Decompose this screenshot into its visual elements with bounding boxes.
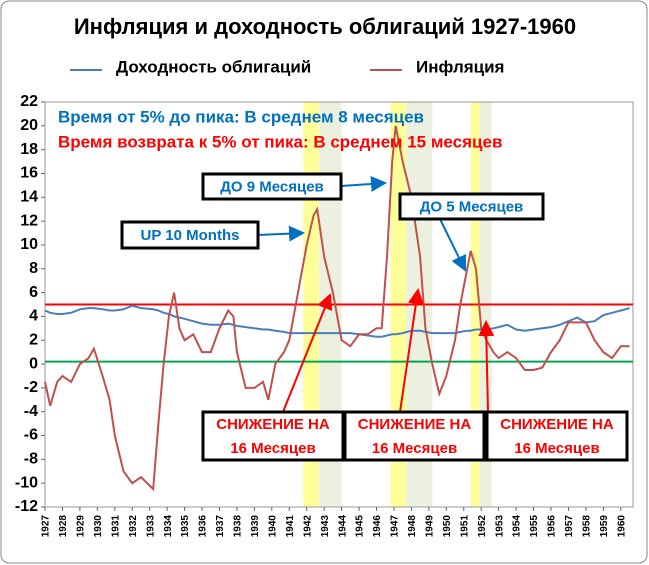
y-tick-label: 0 — [29, 355, 38, 372]
x-tick-label: 1934 — [163, 515, 174, 538]
x-tick-label: 1949 — [424, 515, 435, 538]
x-tick-label: 1952 — [477, 515, 488, 538]
y-tick-label: -12 — [15, 498, 38, 515]
arrow — [478, 320, 495, 413]
x-tick-label: 1936 — [198, 515, 209, 538]
x-tick-label: 1957 — [564, 515, 575, 538]
y-tick-label: 20 — [20, 117, 38, 134]
callout-text: UP 10 Months — [141, 227, 240, 244]
x-tick-label: 1955 — [529, 515, 540, 538]
y-tick-label: 10 — [20, 236, 38, 253]
x-tick-label: 1950 — [442, 515, 453, 538]
x-tick-label: 1941 — [285, 515, 296, 538]
y-tick-label: 6 — [29, 284, 38, 301]
series-line — [44, 125, 630, 492]
arrow — [399, 288, 424, 413]
x-tick-label: 1945 — [355, 515, 366, 538]
callout-text: ДО 9 Месяцев — [220, 178, 324, 195]
y-tick-label: 2 — [29, 331, 38, 348]
note: Время возврата к 5% от пика: В среднем 1… — [58, 132, 502, 151]
x-tick-label: 1948 — [407, 515, 418, 538]
x-tick-label: 1944 — [337, 515, 348, 538]
x-tick-label: 1953 — [494, 515, 505, 538]
arrow — [282, 293, 333, 413]
callout-text: 16 Месяцев — [514, 440, 599, 457]
x-tick-label: 1939 — [250, 515, 261, 538]
callout-text: СНИЖЕНИЕ НА — [500, 416, 614, 433]
y-tick-label: 18 — [20, 141, 38, 158]
callout-box — [398, 192, 545, 221]
x-tick-label: 1946 — [372, 515, 383, 538]
y-tick-label: -8 — [24, 451, 38, 468]
y-tick-label: -2 — [24, 379, 38, 396]
y-tick-label: 16 — [20, 165, 38, 182]
x-tick-label: 1927 — [41, 515, 52, 538]
callout-text: СНИЖЕНИЕ НА — [216, 416, 330, 433]
x-tick-label: 1947 — [390, 515, 401, 538]
note: Время от 5% до пика: В среднем 8 месяцев — [58, 107, 424, 126]
x-tick-label: 1932 — [128, 515, 139, 538]
x-tick-label: 1951 — [459, 515, 470, 538]
callout-box — [201, 172, 343, 201]
y-tick-label: -4 — [24, 403, 38, 420]
series-line — [44, 304, 630, 338]
callout-text: СНИЖЕНИЕ НА — [358, 416, 472, 433]
callout-box — [201, 410, 345, 462]
x-tick-label: 1931 — [110, 515, 121, 538]
arrow — [340, 175, 387, 192]
y-tick-label: 12 — [20, 212, 38, 229]
x-tick-label: 1958 — [582, 515, 593, 538]
x-tick-label: 1930 — [93, 515, 104, 538]
callout-text: 16 Месяцев — [372, 440, 457, 457]
x-tick-label: 1940 — [267, 515, 278, 538]
x-tick-label: 1933 — [145, 515, 156, 538]
x-tick-label: 1960 — [616, 515, 627, 538]
callout-box — [485, 410, 629, 462]
x-tick-label: 1935 — [180, 515, 191, 538]
y-tick-label: 22 — [20, 93, 38, 110]
x-tick-label: 1954 — [512, 515, 523, 538]
x-tick-label: 1959 — [599, 515, 610, 538]
callout-text: 16 Месяцев — [230, 440, 315, 457]
callout-box — [343, 410, 486, 462]
x-tick-label: 1929 — [76, 515, 87, 538]
arrow — [257, 225, 305, 242]
y-tick-label: 4 — [29, 308, 38, 325]
chart-title: Инфляция и доходность облигаций 1927-196… — [74, 14, 576, 39]
x-tick-label: 1956 — [547, 515, 558, 538]
y-tick-label: 14 — [20, 189, 38, 206]
x-tick-label: 1928 — [58, 515, 69, 538]
x-tick-label: 1943 — [320, 515, 331, 538]
y-tick-label: -6 — [24, 427, 38, 444]
y-tick-label: 8 — [29, 260, 38, 277]
legend-label: Доходность облигаций — [116, 57, 311, 76]
arrow — [439, 218, 467, 272]
x-tick-label: 1937 — [215, 515, 226, 538]
legend-label: Инфляция — [416, 57, 504, 76]
x-tick-label: 1942 — [302, 515, 313, 538]
y-tick-label: -10 — [15, 474, 38, 491]
callout-text: ДО 5 Месяцев — [420, 198, 524, 215]
x-tick-label: 1938 — [233, 515, 244, 538]
callout-box — [120, 220, 260, 250]
